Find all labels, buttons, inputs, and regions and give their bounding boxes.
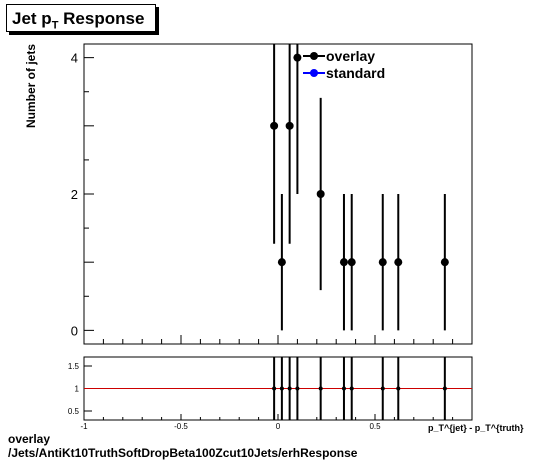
data-point	[378, 258, 387, 267]
y-tick-label: 2	[71, 187, 78, 202]
legend-marker	[310, 52, 318, 60]
y-tick-label: 0	[71, 323, 78, 338]
ratio-point	[349, 386, 354, 391]
ratio-y-tick-label: 1	[75, 385, 80, 394]
data-point	[394, 258, 403, 267]
legend-label: overlay	[326, 48, 375, 64]
ratio-point	[341, 386, 346, 391]
data-point	[316, 190, 325, 198]
ratio-point	[272, 386, 277, 391]
ratio-point	[380, 386, 385, 391]
ratio-point	[396, 386, 401, 391]
data-point	[270, 121, 279, 130]
ratio-point	[318, 386, 323, 391]
ratio-point	[287, 386, 292, 391]
top-frame	[83, 43, 473, 345]
ratio-point	[279, 386, 284, 391]
ratio-point	[295, 386, 300, 391]
ratio-y-tick-label: 0.5	[68, 407, 80, 416]
ratio-point	[442, 386, 447, 391]
data-point	[277, 258, 286, 267]
footer-line1: overlay	[8, 432, 51, 446]
footer-line2: /Jets/AntiKt10TruthSoftDropBeta100Zcut10…	[8, 446, 358, 460]
ratio-x-tick-label: -1	[80, 422, 88, 431]
chart-title: Jet pT Response	[6, 4, 156, 32]
x-axis-label: p_T^{jet} - p_T^{truth}	[428, 423, 524, 433]
ratio-x-tick-label: 0	[276, 422, 281, 431]
data-point	[440, 258, 449, 267]
ratio-x-tick-label: 0.5	[369, 422, 381, 431]
data-point	[339, 258, 348, 267]
ratio-y-tick-label: 1.5	[68, 362, 80, 371]
data-point	[347, 258, 356, 267]
footer-caption: overlay /Jets/AntiKt10TruthSoftDropBeta1…	[8, 432, 357, 460]
data-point	[285, 121, 294, 130]
ratio-x-tick-label: -0.5	[174, 422, 188, 431]
legend-label: standard	[326, 65, 385, 81]
y-axis-label: Number of jets	[24, 44, 38, 128]
data-point	[293, 53, 302, 62]
legend-marker	[310, 69, 318, 77]
y-tick-label: 4	[71, 51, 78, 66]
